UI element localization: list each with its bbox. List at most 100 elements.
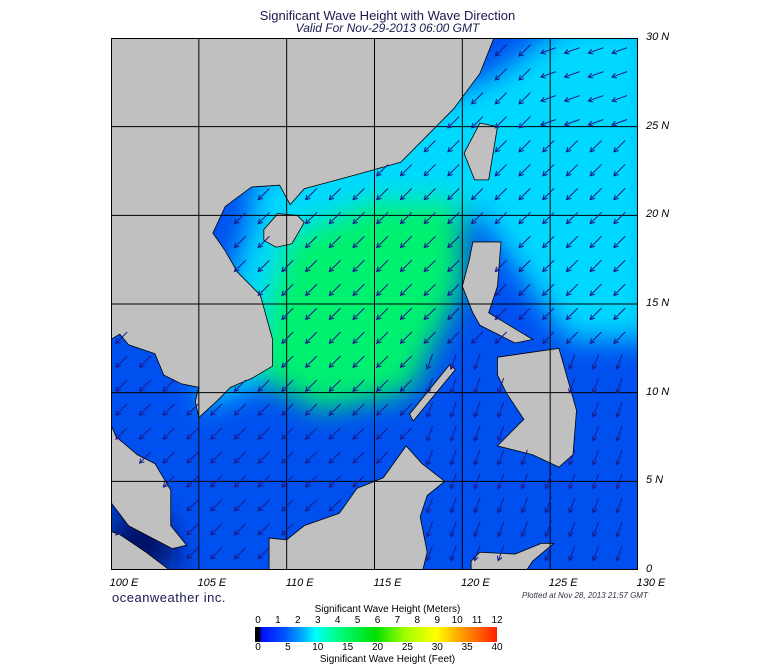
- wave-direction-arrow: [281, 451, 294, 464]
- wave-direction-arrow: [542, 259, 555, 273]
- wave-direction-arrow: [186, 403, 199, 416]
- wave-direction-arrow: [473, 425, 481, 442]
- land-sumatra: [111, 531, 171, 570]
- latitude-label: 25 N: [646, 119, 670, 132]
- wave-direction-arrow: [162, 427, 175, 440]
- latitude-label: 15 N: [646, 297, 670, 309]
- wave-direction-arrow: [399, 379, 413, 392]
- wave-direction-arrow: [494, 188, 507, 201]
- wave-direction-arrow: [494, 307, 507, 321]
- wave-direction-arrow: [565, 164, 579, 177]
- wave-direction-arrow: [565, 211, 579, 225]
- wave-direction-arrow: [352, 403, 365, 416]
- wave-direction-arrow: [496, 545, 505, 562]
- legend-meter-tick: 1: [275, 615, 281, 626]
- longitude-label: 100 E: [109, 577, 139, 589]
- wave-direction-arrow: [304, 283, 318, 297]
- wave-direction-arrow: [376, 355, 389, 368]
- wave-direction-arrow: [496, 497, 505, 514]
- wave-direction-arrow: [257, 523, 270, 536]
- wave-direction-arrow: [542, 235, 555, 249]
- wave-direction-arrow: [328, 211, 341, 225]
- legend-meter-tick: 10: [451, 615, 463, 626]
- wave-direction-arrow: [518, 164, 531, 177]
- wave-direction-arrow: [376, 427, 389, 440]
- wave-direction-arrow: [352, 475, 365, 488]
- wave-direction-arrow: [496, 401, 505, 418]
- longitude-label: 125 E: [548, 577, 578, 589]
- wave-direction-arrow: [447, 283, 460, 297]
- wave-direction-arrow: [591, 353, 600, 371]
- plotted-timestamp: Plotted at Nov 28, 2013 21:57 GMT: [522, 591, 648, 600]
- wave-direction-arrow: [544, 497, 552, 514]
- wave-direction-arrow: [447, 235, 460, 249]
- wave-direction-arrow: [539, 95, 557, 103]
- wave-direction-arrow: [520, 473, 528, 490]
- wave-direction-arrow: [162, 451, 175, 464]
- legend-meter-tick: 7: [394, 615, 401, 626]
- legend-feet-tick: 5: [285, 642, 291, 653]
- wave-direction-arrow: [425, 521, 434, 538]
- legend-feet-tick: 40: [491, 642, 503, 653]
- wave-direction-arrow: [518, 116, 531, 129]
- wave-direction-arrow: [399, 164, 413, 177]
- wave-direction-arrow: [376, 403, 389, 416]
- wave-direction-arrow: [423, 140, 436, 153]
- wave-direction-arrow: [568, 353, 576, 371]
- wave-direction-arrow: [304, 211, 318, 225]
- legend-meter-tick: 6: [374, 615, 381, 626]
- wave-direction-arrow: [615, 425, 623, 442]
- wave-direction-arrow: [376, 211, 389, 225]
- wave-direction-arrow: [162, 403, 175, 416]
- wave-direction-arrow: [615, 521, 623, 538]
- wave-direction-arrow: [352, 235, 365, 249]
- wave-direction-arrow: [565, 188, 579, 201]
- wave-direction-arrow: [496, 473, 505, 490]
- wave-direction-arrow: [425, 449, 434, 466]
- wave-direction-arrow: [328, 307, 341, 321]
- wave-direction-arrow: [304, 475, 318, 488]
- wave-direction-arrow: [399, 283, 413, 297]
- wave-direction-arrow: [589, 188, 602, 201]
- wave-direction-arrow: [520, 497, 528, 514]
- wave-direction-arrow: [281, 475, 294, 488]
- wave-direction-arrow: [210, 475, 223, 488]
- legend-meter-tick: 9: [434, 615, 441, 626]
- wave-direction-arrow: [210, 427, 223, 440]
- wave-direction-arrow: [496, 521, 505, 538]
- wave-direction-arrow: [257, 499, 270, 512]
- wave-direction-arrow: [449, 353, 457, 371]
- wave-direction-arrow: [328, 379, 341, 392]
- wave-direction-arrow: [115, 403, 128, 416]
- wave-direction-arrow: [611, 95, 628, 103]
- wave-direction-arrow: [423, 307, 436, 321]
- wave-direction-arrow: [613, 164, 626, 177]
- wave-direction-arrow: [568, 497, 576, 514]
- wave-direction-arrow: [257, 379, 270, 392]
- wave-direction-arrow: [257, 211, 270, 225]
- wave-direction-arrow: [539, 119, 557, 127]
- wave-direction-arrow: [233, 259, 247, 273]
- wave-direction-arrow: [281, 283, 294, 297]
- legend-meter-tick: 12: [491, 615, 503, 626]
- wave-direction-arrow: [613, 235, 626, 249]
- wave-direction-arrow: [611, 119, 628, 127]
- wave-direction-arrow: [473, 377, 481, 395]
- wave-direction-arrow: [304, 499, 318, 512]
- latitude-label: 30 N: [646, 31, 670, 43]
- wave-map: [111, 38, 638, 570]
- wave-direction-arrow: [449, 521, 457, 538]
- wave-direction-arrow: [376, 283, 389, 297]
- wave-direction-arrow: [518, 140, 531, 153]
- wave-direction-arrow: [587, 47, 604, 55]
- wave-direction-arrow: [281, 259, 294, 273]
- wave-direction-arrow: [494, 259, 507, 273]
- wave-direction-arrow: [352, 451, 365, 464]
- wave-direction-arrow: [447, 307, 460, 321]
- wave-direction-arrow: [281, 427, 294, 440]
- wave-direction-arrow: [352, 307, 365, 321]
- wave-direction-arrow: [496, 377, 505, 395]
- wave-direction-arrow: [399, 355, 413, 368]
- wave-direction-arrow: [138, 379, 152, 392]
- wave-direction-arrow: [399, 259, 413, 273]
